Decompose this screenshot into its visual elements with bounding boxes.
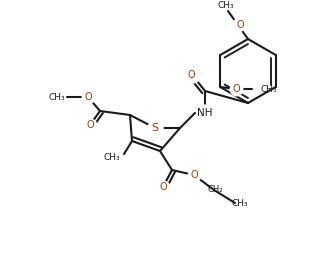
Text: O: O: [84, 92, 92, 102]
Text: CH₃: CH₃: [218, 2, 234, 11]
Text: CH₃: CH₃: [232, 199, 248, 208]
Text: NH: NH: [197, 108, 213, 118]
Text: O: O: [159, 182, 167, 192]
Text: O: O: [86, 120, 94, 130]
Text: CH₃: CH₃: [104, 154, 120, 163]
Text: O: O: [190, 170, 198, 180]
Text: CH₃: CH₃: [260, 84, 277, 94]
Text: CH₃: CH₃: [49, 93, 65, 102]
Text: CH₂: CH₂: [207, 185, 223, 194]
Text: O: O: [236, 20, 244, 30]
Text: O: O: [187, 70, 195, 80]
Text: S: S: [152, 123, 158, 133]
Text: O: O: [232, 84, 240, 94]
